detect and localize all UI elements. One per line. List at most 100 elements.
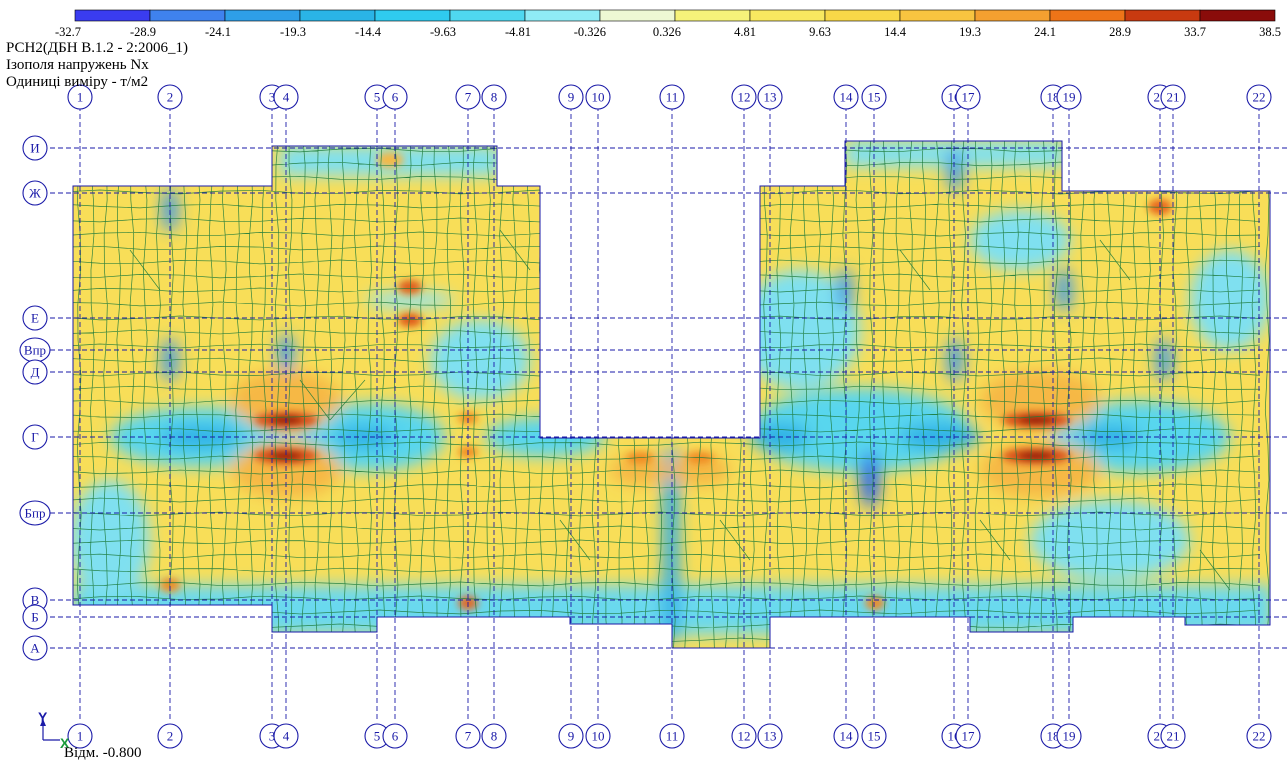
column-bubble-label: 21	[1167, 90, 1180, 105]
row-bubble-И[interactable]: И	[23, 136, 47, 160]
units-label: Одиниці виміру - т/м2	[6, 74, 148, 91]
column-bubble-bottom-9[interactable]: 9	[559, 724, 583, 748]
column-bubble-label: 19	[1063, 729, 1076, 744]
y-axis-icon-label: Y	[38, 709, 48, 725]
legend-value: 19.3	[959, 25, 981, 39]
column-bubble-label: 6	[392, 729, 399, 744]
legend-swatch	[450, 10, 525, 21]
column-bubble-label: 4	[283, 729, 290, 744]
legend-swatch	[750, 10, 825, 21]
column-bubble-top-9[interactable]: 9	[559, 85, 583, 109]
row-bubble-label: А	[30, 641, 40, 656]
row-bubble-Бпр[interactable]: Бпр	[20, 501, 50, 525]
column-bubble-label: 5	[374, 90, 381, 105]
column-bubble-label: 4	[283, 90, 290, 105]
row-bubble-Д[interactable]: Д	[23, 360, 47, 384]
column-bubble-bottom-14[interactable]: 14	[834, 724, 858, 748]
row-bubble-Ж[interactable]: Ж	[23, 181, 47, 205]
column-bubble-top-21[interactable]: 21	[1161, 85, 1185, 109]
legend-swatch	[525, 10, 600, 21]
legend-value: 0.326	[653, 25, 681, 39]
legend-swatch	[375, 10, 450, 21]
column-bubble-top-2[interactable]: 2	[158, 85, 182, 109]
column-bubble-top-17[interactable]: 17	[956, 85, 980, 109]
column-bubble-top-14[interactable]: 14	[834, 85, 858, 109]
row-bubble-Впр[interactable]: Впр	[20, 338, 50, 362]
column-bubble-bottom-7[interactable]: 7	[456, 724, 480, 748]
column-bubble-top-22[interactable]: 22	[1247, 85, 1271, 109]
column-bubble-bottom-2[interactable]: 2	[158, 724, 182, 748]
column-bubble-bottom-22[interactable]: 22	[1247, 724, 1271, 748]
column-bubble-bottom-11[interactable]: 11	[660, 724, 684, 748]
row-bubble-А[interactable]: А	[23, 636, 47, 660]
legend-swatch	[900, 10, 975, 21]
legend-swatch	[1050, 10, 1125, 21]
legend-value: 38.5	[1259, 25, 1281, 39]
column-bubble-top-6[interactable]: 6	[383, 85, 407, 109]
column-bubble-top-19[interactable]: 19	[1057, 85, 1081, 109]
column-bubble-label: 15	[868, 90, 881, 105]
column-bubble-label: 8	[491, 729, 498, 744]
column-bubble-label: 17	[962, 90, 976, 105]
column-bubble-bottom-13[interactable]: 13	[758, 724, 782, 748]
column-bubble-label: 5	[374, 729, 381, 744]
column-bubble-label: 13	[764, 90, 777, 105]
column-bubble-bottom-6[interactable]: 6	[383, 724, 407, 748]
row-bubble-Б[interactable]: Б	[23, 605, 47, 629]
stress-field	[60, 130, 1288, 660]
column-bubble-top-13[interactable]: 13	[758, 85, 782, 109]
row-bubble-label: Бпр	[25, 506, 46, 521]
column-bubble-top-10[interactable]: 10	[586, 85, 610, 109]
column-bubble-bottom-17[interactable]: 17	[956, 724, 980, 748]
row-bubble-label: Д	[31, 365, 40, 380]
column-bubble-bottom-4[interactable]: 4	[274, 724, 298, 748]
column-bubble-label: 10	[592, 90, 605, 105]
row-bubble-Г[interactable]: Г	[23, 425, 47, 449]
column-bubble-bottom-19[interactable]: 19	[1057, 724, 1081, 748]
column-bubble-label: 10	[592, 729, 605, 744]
legend-value: -0.326	[574, 25, 606, 39]
level-label: Відм. -0.800	[64, 745, 142, 762]
legend-value: -19.3	[280, 25, 306, 39]
column-bubble-top-12[interactable]: 12	[732, 85, 756, 109]
column-bubble-bottom-8[interactable]: 8	[482, 724, 506, 748]
column-bubble-label: 7	[465, 90, 472, 105]
legend-value: 33.7	[1184, 25, 1206, 39]
column-bubble-label: 11	[666, 90, 679, 105]
column-bubble-label: 12	[738, 729, 751, 744]
row-bubble-label: Ж	[29, 186, 41, 201]
column-bubble-top-4[interactable]: 4	[274, 85, 298, 109]
column-bubble-label: 8	[491, 90, 498, 105]
row-bubble-Е[interactable]: Е	[23, 306, 47, 330]
legend-swatch	[225, 10, 300, 21]
column-bubble-bottom-10[interactable]: 10	[586, 724, 610, 748]
legend-swatch	[1125, 10, 1200, 21]
column-bubble-top-11[interactable]: 11	[660, 85, 684, 109]
row-bubble-label: Е	[31, 311, 39, 326]
legend-swatch	[1200, 10, 1275, 21]
column-bubble-top-8[interactable]: 8	[482, 85, 506, 109]
color-legend: -32.7 -28.9 -24.1 -19.3 -14.4 -9.63 -4.81 -0.32…	[55, 10, 1281, 39]
column-bubble-label: 14	[840, 90, 854, 105]
legend-value: -9.63	[430, 25, 456, 39]
column-bubble-bottom-12[interactable]: 12	[732, 724, 756, 748]
column-bubble-label: 11	[666, 729, 679, 744]
column-bubble-label: 15	[868, 729, 881, 744]
legend-swatch	[75, 10, 150, 21]
column-bubble-top-15[interactable]: 15	[862, 85, 886, 109]
column-bubble-label: 9	[568, 90, 575, 105]
column-bubble-bottom-21[interactable]: 21	[1161, 724, 1185, 748]
legend-value: -4.81	[505, 25, 531, 39]
column-bubble-label: 1	[77, 90, 84, 105]
result-type-label: Ізополя напружень Nx	[6, 57, 149, 74]
column-bubble-label: 19	[1063, 90, 1076, 105]
column-bubble-label: 14	[840, 729, 854, 744]
column-bubble-label: 9	[568, 729, 575, 744]
row-bubble-label: Г	[31, 430, 39, 445]
column-bubble-label: 17	[962, 729, 976, 744]
legend-value: -28.9	[130, 25, 156, 39]
legend-value: 24.1	[1034, 25, 1056, 39]
legend-swatch	[675, 10, 750, 21]
column-bubble-top-7[interactable]: 7	[456, 85, 480, 109]
column-bubble-bottom-15[interactable]: 15	[862, 724, 886, 748]
